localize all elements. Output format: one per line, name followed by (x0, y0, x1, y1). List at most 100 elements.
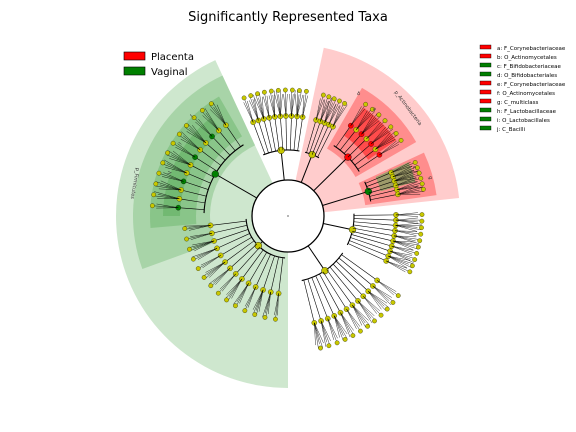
leaf-branch (327, 318, 338, 339)
leaf-branch (334, 315, 344, 336)
leaf-branch (283, 94, 287, 117)
leaf-node (200, 107, 205, 113)
leaf-node (334, 340, 340, 346)
clade-stem (215, 173, 258, 199)
leaf-branch (285, 93, 288, 117)
leaf-branch (320, 96, 329, 122)
sector-firmicutes (116, 60, 288, 389)
leaf-branch (363, 296, 377, 314)
sector-corynebacteriaceae (344, 107, 397, 160)
taxa-legend-label-d: d: O_Bifidobacteriales (497, 73, 557, 79)
leaf-branch (231, 278, 243, 299)
leaf-branch (159, 184, 182, 191)
leaf-branch (172, 150, 191, 166)
leaf-branch (302, 95, 308, 118)
clade-node (254, 242, 262, 250)
leaf-branch (247, 286, 256, 308)
label-a: a (371, 106, 377, 113)
leaf-branch (255, 94, 264, 120)
taxa-legend-label-f: f: O_Actinomycetales (497, 91, 555, 97)
leaf-node (248, 93, 254, 98)
branch (194, 156, 218, 172)
legend-label-placenta: Placenta (151, 52, 194, 63)
leaf-branch (259, 93, 265, 120)
leaf-node (395, 293, 401, 298)
leaf-branch (243, 97, 254, 123)
leaf-branch (258, 289, 264, 312)
leaf-branch (235, 283, 249, 307)
leaf-branch (204, 261, 226, 279)
branch (326, 269, 353, 306)
leaf-branch (375, 135, 394, 150)
leaf-branch (274, 94, 281, 117)
leaf-branch (320, 320, 327, 343)
leaf-branch (211, 268, 231, 287)
leaf-branch (340, 312, 351, 338)
leaf-branch (201, 110, 219, 131)
leaf-branch (361, 113, 378, 135)
leaf-branch (328, 100, 340, 125)
leaf-branch (216, 104, 227, 126)
leaf-branch (366, 121, 381, 140)
leaf-branch (368, 291, 388, 304)
label-j: j (189, 113, 195, 119)
branch (370, 194, 398, 201)
branch (213, 229, 249, 242)
leaf-branch (186, 131, 206, 144)
leaf-branch (386, 260, 406, 273)
leaf-branch (264, 92, 270, 118)
leaf-branch (395, 219, 418, 223)
branch (311, 277, 328, 319)
leaf-node (318, 345, 323, 351)
branch (315, 275, 335, 316)
leaf-branch (363, 296, 382, 316)
leaf-node (262, 315, 268, 320)
leaf-branch (361, 120, 380, 135)
leaf-branch (265, 292, 271, 318)
leaf-node (165, 150, 170, 156)
clade-stem (300, 154, 313, 183)
leaf-branch (361, 114, 374, 135)
leaf-branch (377, 280, 397, 292)
leaf-branch (340, 312, 355, 336)
leaf-branch (192, 248, 218, 258)
leaf-branch (392, 165, 413, 177)
leaf-branch (296, 94, 304, 117)
leaf-branch (189, 128, 206, 144)
leaf-branch (386, 260, 410, 272)
leaf-branch (379, 140, 402, 155)
leaf-branch (320, 100, 329, 122)
leaf-node (376, 112, 382, 118)
label-i: i (177, 140, 183, 145)
leaf-branch (166, 154, 191, 166)
leaf-branch (368, 291, 382, 310)
leaf-branch (370, 129, 393, 145)
taxa-legend-label-g: g: C_multiclass (497, 100, 539, 106)
branch (178, 207, 205, 210)
leaf-branch (202, 115, 219, 131)
leaf-branch (190, 233, 212, 240)
leaf-branch (390, 250, 414, 263)
leaf-branch (236, 283, 249, 302)
leaf-branch (324, 102, 333, 124)
leaf-branch (324, 99, 337, 124)
leaf-branch (346, 309, 361, 332)
leaf-branch (194, 240, 215, 252)
leaf-branch (340, 312, 351, 333)
leaf-branch (192, 240, 215, 246)
leaf-branch (388, 255, 412, 268)
leaf-branch (184, 127, 206, 144)
leaf-node (182, 226, 188, 231)
branch (341, 254, 378, 281)
leaf-branch (253, 289, 264, 315)
root-ring (251, 179, 325, 253)
leaf-branch (350, 104, 366, 126)
taxa-legend-label-b: b: O_Actinomycetales (497, 55, 557, 61)
branch (186, 172, 211, 184)
leaf-branch (154, 191, 180, 199)
leaf-branch (394, 174, 416, 182)
leaf-node (421, 186, 426, 192)
leaf-branch (394, 174, 420, 182)
leaf-branch (324, 97, 333, 124)
leaf-branch (393, 240, 419, 246)
